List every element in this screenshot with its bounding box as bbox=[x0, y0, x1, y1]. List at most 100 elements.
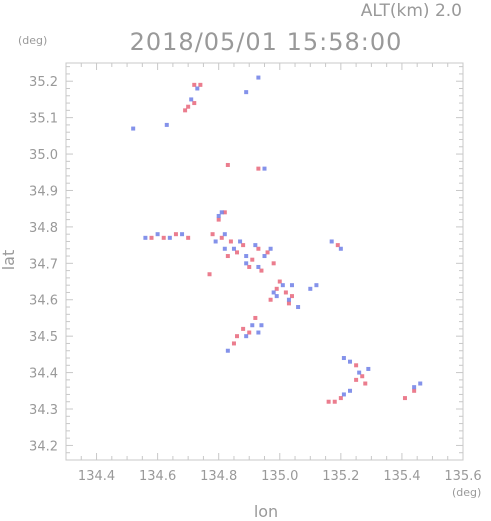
plot-frame bbox=[65, 62, 464, 461]
negative-echo-point bbox=[238, 239, 243, 244]
y-tick-label: 35.2 bbox=[29, 75, 58, 90]
positive-echo-point bbox=[256, 166, 261, 171]
positive-echo-point bbox=[253, 315, 258, 320]
y-tick-label: 35.1 bbox=[29, 112, 58, 127]
positive-echo-point bbox=[210, 232, 215, 237]
positive-echo-point bbox=[198, 82, 203, 87]
negative-echo-point bbox=[216, 213, 221, 218]
negative-echo-point bbox=[244, 334, 249, 339]
y-tick-label: 35.0 bbox=[29, 148, 58, 163]
negative-echo-point bbox=[289, 283, 294, 288]
negative-echo-point bbox=[256, 264, 261, 269]
negative-echo-point bbox=[268, 246, 273, 251]
negative-echo-point bbox=[244, 90, 249, 95]
positive-echo-point bbox=[247, 264, 252, 269]
positive-echo-point bbox=[265, 250, 270, 255]
negative-echo-point bbox=[296, 305, 301, 310]
negative-echo-point bbox=[348, 359, 353, 364]
y-axis-label: lat bbox=[0, 250, 18, 271]
negative-echo-point bbox=[271, 290, 276, 295]
positive-echo-point bbox=[161, 235, 166, 240]
positive-echo-point bbox=[256, 246, 261, 251]
negative-echo-point bbox=[341, 356, 346, 361]
x-tick-label: 135.4 bbox=[383, 469, 420, 484]
positive-echo-point bbox=[183, 108, 188, 113]
positive-echo-point bbox=[289, 294, 294, 299]
negative-echo-point bbox=[314, 283, 319, 288]
negative-echo-point bbox=[244, 254, 249, 259]
positive-echo-point bbox=[338, 396, 343, 401]
negative-echo-point bbox=[357, 370, 362, 375]
negative-echo-point bbox=[143, 235, 148, 240]
positive-echo-point bbox=[186, 235, 191, 240]
positive-echo-point bbox=[192, 82, 197, 87]
negative-echo-point bbox=[222, 232, 227, 237]
positive-echo-point bbox=[335, 243, 340, 248]
negative-echo-point bbox=[222, 246, 227, 251]
positive-echo-point bbox=[149, 235, 154, 240]
negative-echo-point bbox=[253, 243, 258, 248]
negative-echo-point bbox=[231, 246, 236, 251]
negative-echo-point bbox=[418, 381, 423, 386]
positive-echo-point bbox=[354, 363, 359, 368]
axis-ticks: 134.4 134.6 134.8 135.0 135.2 135.4 135.6 34.2 3… bbox=[29, 63, 482, 484]
positive-echo-point bbox=[360, 374, 365, 379]
y-tick-label: 34.9 bbox=[29, 184, 58, 199]
positive-echo-point bbox=[271, 261, 276, 266]
positive-echo-point bbox=[231, 341, 236, 346]
negative-echo-point bbox=[155, 232, 160, 237]
y-tick-label: 34.4 bbox=[29, 367, 58, 382]
negative-echo-point bbox=[189, 97, 194, 102]
negative-echo-point bbox=[338, 246, 343, 251]
negative-echo-point bbox=[250, 323, 255, 328]
timestamp-title: 2018/05/01 15:58:00 bbox=[130, 28, 403, 56]
negative-echo-point bbox=[348, 388, 353, 393]
x-unit-label: (deg) bbox=[452, 486, 481, 499]
x-tick-label: 134.8 bbox=[200, 469, 237, 484]
positive-echo-point bbox=[259, 268, 264, 273]
negative-echo-point bbox=[256, 330, 261, 335]
negative-echo-point bbox=[256, 75, 261, 80]
negative-echo-point bbox=[274, 294, 279, 299]
positive-echo-point bbox=[192, 101, 197, 106]
x-tick-label: 134.6 bbox=[139, 469, 176, 484]
negative-echo-point bbox=[195, 86, 200, 91]
positive-echo-point bbox=[186, 104, 191, 109]
positive-echo-point bbox=[363, 381, 368, 386]
positive-echo-point bbox=[332, 399, 337, 404]
positive-echo-point bbox=[235, 250, 240, 255]
positive-echo-point bbox=[286, 301, 291, 306]
y-tick-label: 34.7 bbox=[29, 257, 58, 272]
y-tick-label: 34.6 bbox=[29, 294, 58, 309]
positive-echo-point bbox=[216, 217, 221, 222]
negative-echo-point bbox=[329, 239, 334, 244]
negative-echo-point bbox=[131, 126, 136, 131]
positive-echo-point bbox=[250, 257, 255, 262]
y-tick-label: 34.5 bbox=[29, 330, 58, 345]
negative-echo-point bbox=[164, 122, 169, 127]
x-tick-label: 135.0 bbox=[261, 469, 298, 484]
negative-echo-point bbox=[244, 261, 249, 266]
negative-echo-point bbox=[219, 210, 224, 215]
altitude-label: ALT(km) 2.0 bbox=[361, 1, 462, 21]
positive-echo-point bbox=[402, 396, 407, 401]
negative-echo-point bbox=[259, 323, 264, 328]
y-tick-label: 34.3 bbox=[29, 403, 58, 418]
y-unit-label: (deg) bbox=[18, 34, 47, 47]
echo-marks bbox=[131, 75, 423, 404]
x-tick-label: 134.4 bbox=[78, 469, 115, 484]
negative-echo-point bbox=[366, 366, 371, 371]
x-tick-label: 135.6 bbox=[444, 469, 481, 484]
positive-echo-point bbox=[222, 210, 227, 215]
positive-echo-point bbox=[354, 377, 359, 382]
negative-echo-point bbox=[225, 348, 230, 353]
positive-echo-point bbox=[241, 243, 246, 248]
negative-echo-point bbox=[213, 239, 218, 244]
positive-echo-point bbox=[207, 272, 212, 277]
negative-echo-point bbox=[280, 283, 285, 288]
positive-echo-point bbox=[283, 290, 288, 295]
positive-echo-point bbox=[228, 239, 233, 244]
positive-echo-point bbox=[225, 162, 230, 167]
negative-echo-point bbox=[341, 392, 346, 397]
